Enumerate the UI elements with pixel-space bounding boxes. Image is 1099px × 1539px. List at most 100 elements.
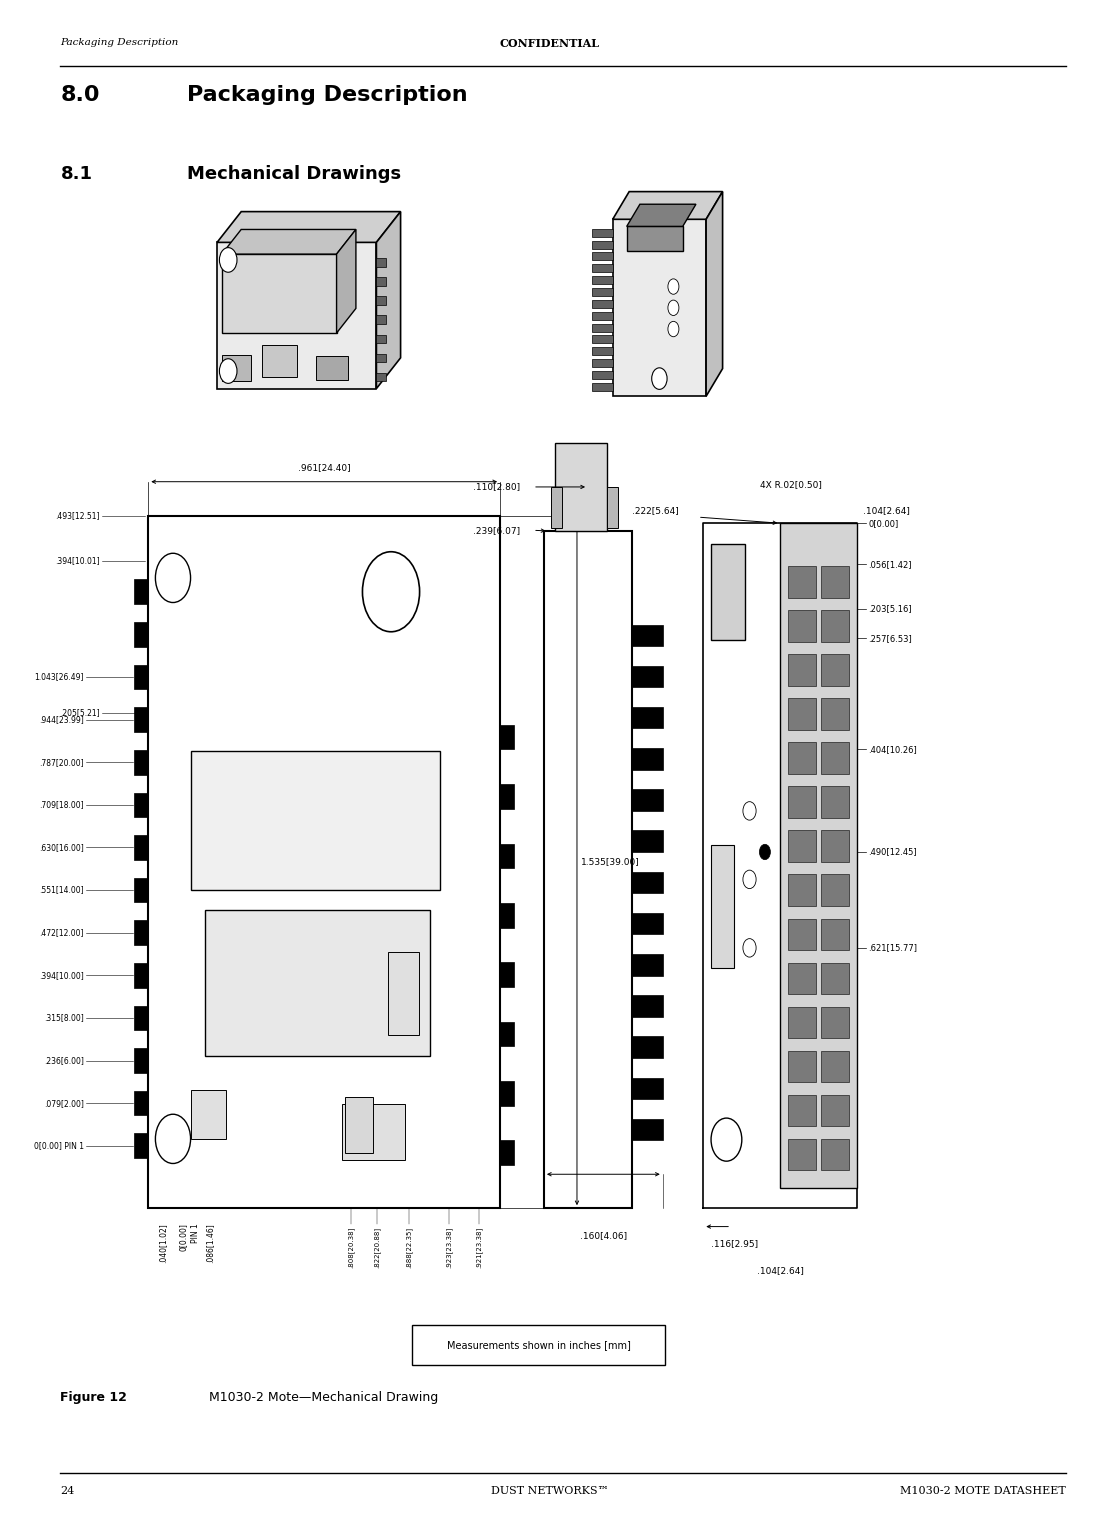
Bar <box>500 785 514 810</box>
Bar <box>592 348 613 356</box>
Polygon shape <box>626 205 696 226</box>
Circle shape <box>363 551 420 631</box>
Bar <box>632 748 663 770</box>
Text: .086[1.46]: .086[1.46] <box>206 1224 214 1264</box>
Text: .944[23.99]: .944[23.99] <box>38 716 84 725</box>
Text: .315[8.00]: .315[8.00] <box>44 1013 84 1022</box>
Text: .222[5.64]: .222[5.64] <box>632 506 679 516</box>
Text: .630[16.00]: .630[16.00] <box>38 843 84 853</box>
Circle shape <box>220 248 237 272</box>
Bar <box>821 786 850 819</box>
Bar <box>134 963 148 988</box>
Bar <box>190 751 441 890</box>
Bar <box>500 725 514 749</box>
Text: Packaging Description: Packaging Description <box>60 38 179 48</box>
Text: 1.043[26.49]: 1.043[26.49] <box>34 673 84 682</box>
Bar <box>592 336 613 343</box>
Bar <box>632 706 663 728</box>
Circle shape <box>743 870 756 888</box>
Circle shape <box>668 300 679 315</box>
Text: .104[2.64]: .104[2.64] <box>757 1267 803 1276</box>
Bar <box>134 877 148 902</box>
Text: .257[6.53]: .257[6.53] <box>868 634 912 643</box>
Bar <box>788 611 817 642</box>
Bar <box>376 354 386 362</box>
Bar <box>134 749 148 774</box>
Text: PIN 1: PIN 1 <box>191 1224 200 1244</box>
Bar <box>388 951 419 1034</box>
Bar <box>711 543 745 640</box>
Text: Packaging Description: Packaging Description <box>187 85 467 105</box>
Bar <box>500 843 514 868</box>
Text: 4X R.02[0.50]: 4X R.02[0.50] <box>761 480 822 489</box>
Bar <box>592 288 613 295</box>
Bar <box>376 315 386 325</box>
Bar <box>788 874 817 906</box>
Text: .205[5.21]: .205[5.21] <box>60 708 100 717</box>
Bar <box>788 566 817 599</box>
Bar <box>134 1091 148 1116</box>
Text: 0[0.00]: 0[0.00] <box>868 519 899 528</box>
Bar <box>821 1094 850 1127</box>
Text: 0[0.00] PIN 1: 0[0.00] PIN 1 <box>34 1142 84 1150</box>
Bar <box>632 954 663 976</box>
Bar <box>632 625 663 646</box>
Circle shape <box>220 359 237 383</box>
Polygon shape <box>336 229 356 332</box>
Text: .787[20.00]: .787[20.00] <box>38 757 84 766</box>
Bar <box>376 277 386 286</box>
Bar <box>592 383 613 391</box>
Bar <box>222 356 251 382</box>
Bar <box>788 742 817 774</box>
Bar <box>134 793 148 817</box>
Text: .888[22.35]: .888[22.35] <box>406 1227 412 1268</box>
Text: .808[20.38]: .808[20.38] <box>347 1227 354 1268</box>
Text: 8.0: 8.0 <box>60 85 100 105</box>
Text: .239[6.07]: .239[6.07] <box>473 526 520 534</box>
Bar <box>821 654 850 686</box>
Bar <box>190 1090 225 1139</box>
Bar <box>345 1097 374 1153</box>
Bar <box>592 275 613 285</box>
Text: .394[10.00]: .394[10.00] <box>38 971 84 980</box>
Bar <box>821 699 850 729</box>
Bar <box>148 516 500 1208</box>
Bar <box>500 1080 514 1105</box>
Text: Measurements shown in inches [mm]: Measurements shown in inches [mm] <box>446 1340 631 1350</box>
Text: DUST NETWORKS™: DUST NETWORKS™ <box>490 1487 609 1496</box>
Polygon shape <box>222 229 356 254</box>
Bar <box>821 831 850 862</box>
Bar <box>544 531 632 1208</box>
Text: .116[2.95]: .116[2.95] <box>711 1239 757 1248</box>
Bar <box>134 1005 148 1030</box>
Text: M1030-2 Mote—Mechanical Drawing: M1030-2 Mote—Mechanical Drawing <box>209 1391 439 1404</box>
Text: .056[1.42]: .056[1.42] <box>868 560 912 569</box>
Bar <box>500 903 514 928</box>
Bar <box>592 300 613 308</box>
Text: 0[0.00]: 0[0.00] <box>179 1224 188 1251</box>
Bar <box>780 523 857 1188</box>
Bar <box>592 359 613 368</box>
Bar <box>134 708 148 733</box>
Text: .236[6.00]: .236[6.00] <box>44 1056 84 1065</box>
Text: .621[15.77]: .621[15.77] <box>868 943 918 953</box>
Text: .110[2.80]: .110[2.80] <box>473 482 520 491</box>
Text: .961[24.40]: .961[24.40] <box>298 463 351 472</box>
Bar <box>788 786 817 819</box>
Bar <box>134 1048 148 1073</box>
Bar <box>134 622 148 646</box>
Bar <box>632 790 663 811</box>
Bar <box>632 871 663 893</box>
Circle shape <box>668 322 679 337</box>
Circle shape <box>743 939 756 957</box>
Bar <box>632 1036 663 1057</box>
Text: .404[10.26]: .404[10.26] <box>868 745 917 754</box>
Bar <box>342 1105 406 1160</box>
Text: .551[14.00]: .551[14.00] <box>38 885 84 894</box>
Bar <box>788 699 817 729</box>
Bar <box>134 836 148 860</box>
Bar <box>222 254 336 332</box>
Text: 8.1: 8.1 <box>60 165 92 183</box>
Text: .921[23.38]: .921[23.38] <box>476 1227 482 1268</box>
Bar <box>821 919 850 950</box>
